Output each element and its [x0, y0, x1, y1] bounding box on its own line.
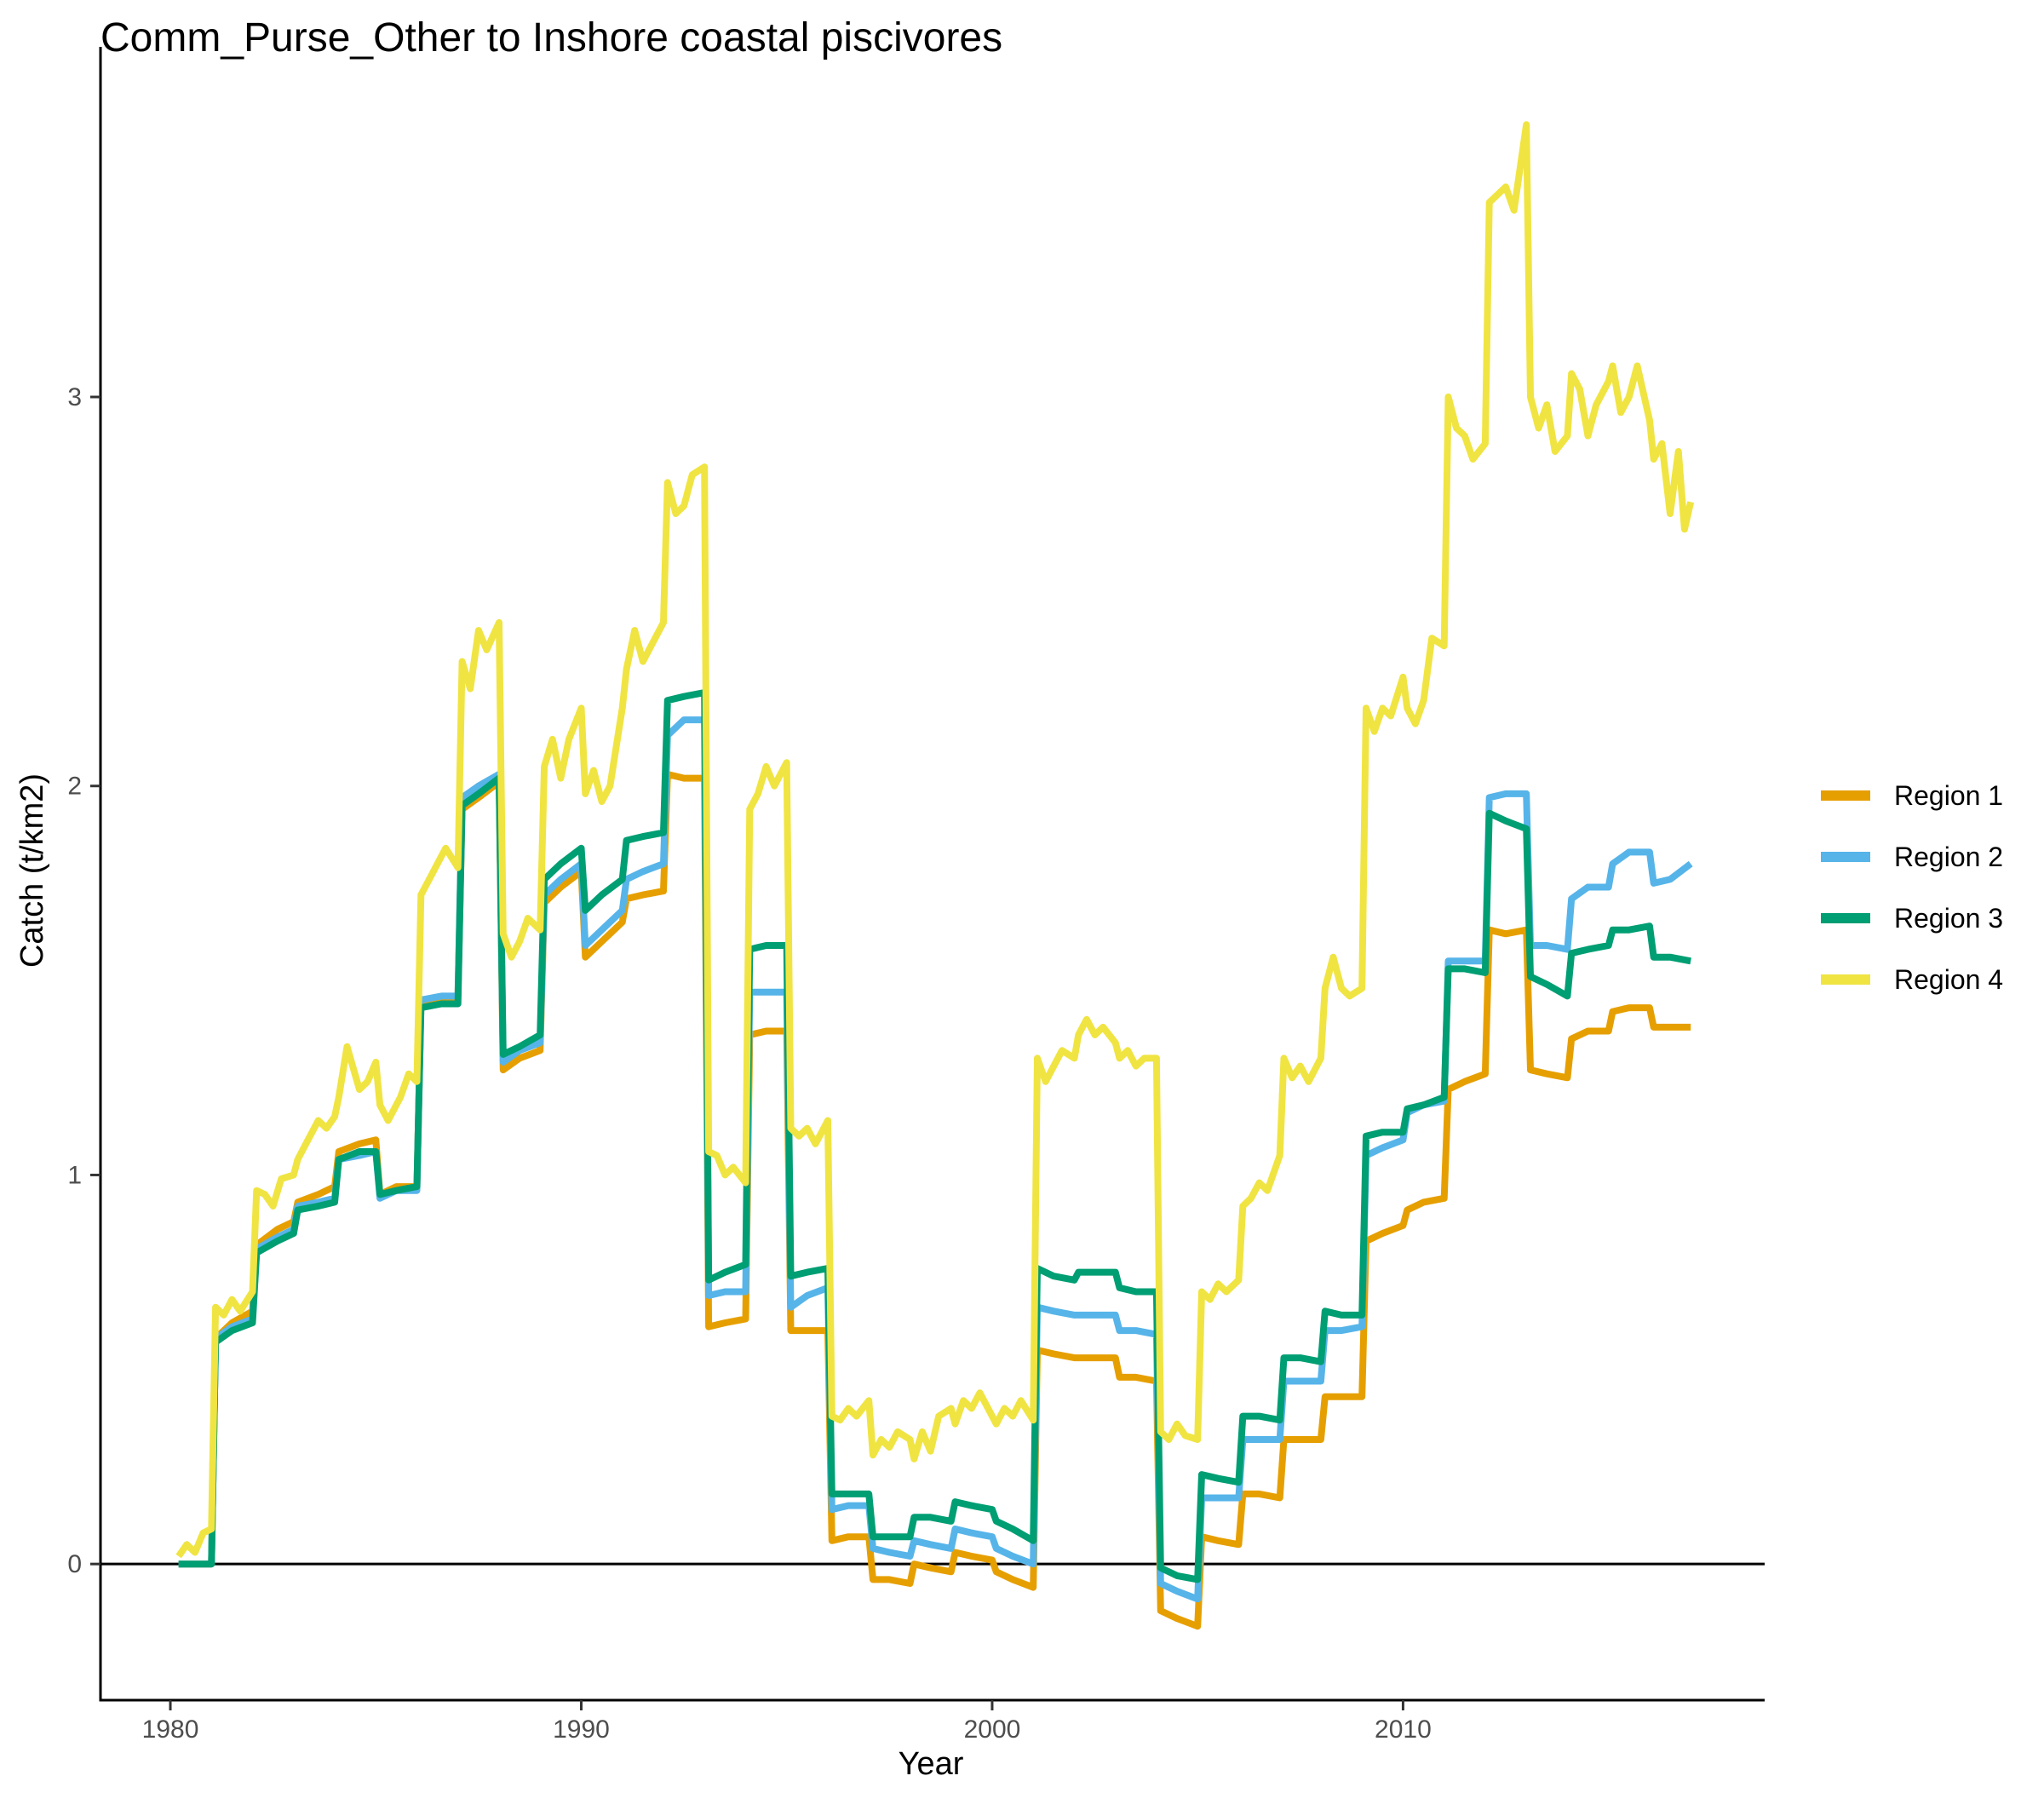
series-line-region-4 [175, 121, 1695, 1559]
y-tick-label: 1 [67, 1161, 82, 1189]
x-tick-label: 2000 [964, 1715, 1021, 1744]
series-line-region-3 [178, 689, 1691, 1583]
legend: Region 1 Region 2 Region 3 Region 4 [1821, 780, 2003, 995]
y-tick-label: 0 [67, 1550, 82, 1578]
x-tick-label: 1980 [142, 1715, 199, 1744]
chart-title: Comm_Purse_Other to Inshore coastal pisc… [100, 15, 1002, 60]
y-tick-label: 2 [67, 773, 82, 801]
legend-label-region-1: Region 1 [1894, 780, 2003, 811]
plot-area [100, 121, 1765, 1630]
x-tick-label: 2010 [1375, 1715, 1432, 1744]
legend-label-region-4: Region 4 [1894, 964, 2003, 995]
axes: 1980 1990 2000 2010 0 1 2 3 [67, 47, 1765, 1744]
x-tick-label: 1990 [553, 1715, 610, 1744]
legend-label-region-3: Region 3 [1894, 903, 2003, 934]
series-line-region-1 [178, 771, 1691, 1630]
legend-label-region-2: Region 2 [1894, 842, 2003, 872]
series-line-region-2 [178, 716, 1693, 1603]
x-axis-label: Year [899, 1746, 964, 1782]
y-axis-label: Catch (t/km2) [14, 773, 50, 968]
y-tick-label: 3 [67, 383, 82, 411]
